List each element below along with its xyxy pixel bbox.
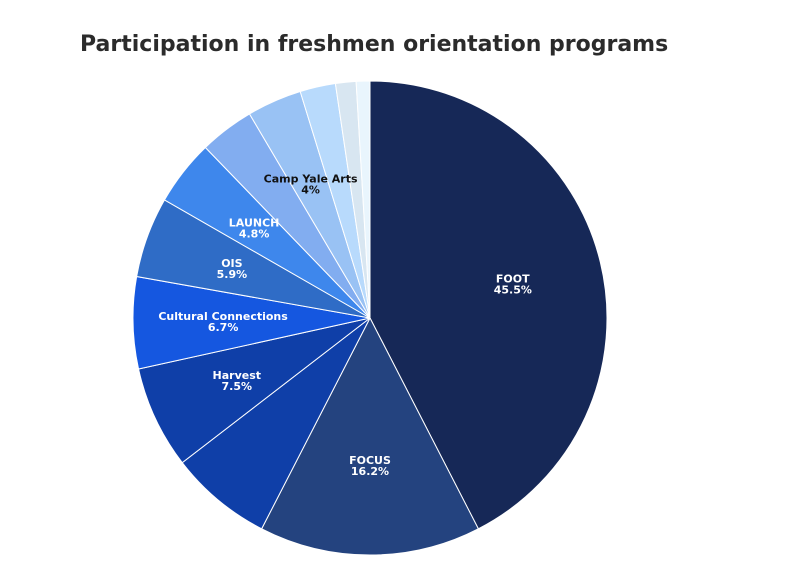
slice-label: LAUNCH — [229, 217, 280, 230]
slice-value-label: 4.8% — [239, 228, 270, 241]
pie-slice-1 — [260, 316, 480, 556]
pie-slice-2 — [181, 317, 371, 530]
chart-title: Participation in freshmen orientation pr… — [80, 32, 669, 57]
slice-value-label: 4% — [301, 184, 320, 197]
slice-label: FOCUS — [349, 454, 391, 467]
slice-label: Harvest — [213, 369, 262, 382]
pie-slice-0 — [369, 80, 608, 530]
slice-value-label: 7.5% — [222, 380, 253, 393]
slice-label: Camp Yale Arts — [264, 173, 358, 186]
slice-label: Cultural Connections — [158, 310, 288, 323]
pie-slice-3 — [137, 317, 371, 464]
slice-value-label: 16.2% — [351, 465, 389, 478]
slice-label: OIS — [221, 257, 242, 270]
slice-value-label: 6.7% — [208, 321, 239, 334]
slice-label: FOOT — [496, 272, 530, 285]
slice-value-label: 5.9% — [217, 268, 248, 281]
pie-slice-11 — [355, 80, 371, 319]
slice-value-label: 45.5% — [494, 283, 532, 296]
